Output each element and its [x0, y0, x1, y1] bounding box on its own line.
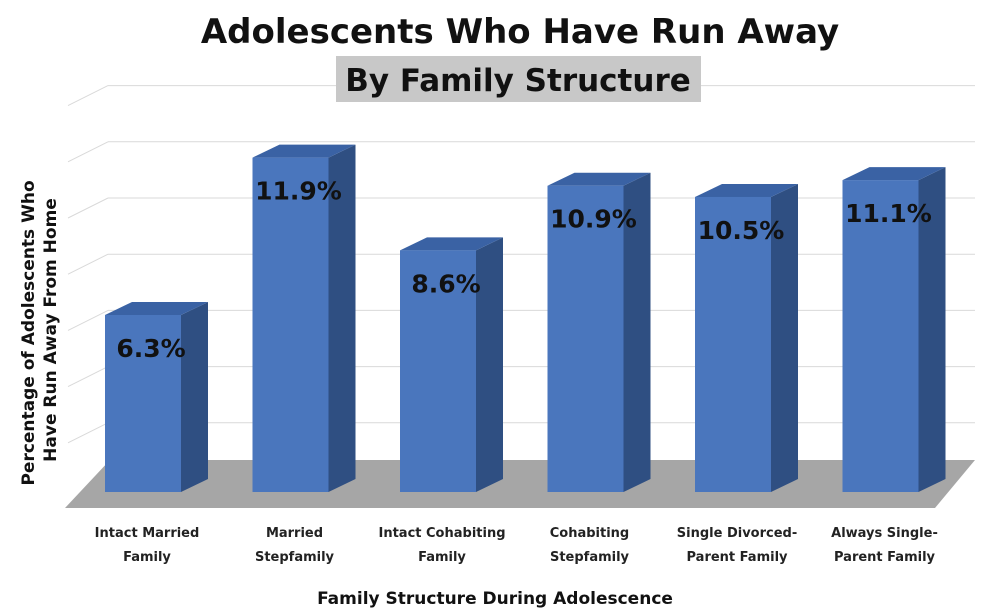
category-label-line: Stepfamily	[255, 550, 335, 565]
bar-side	[181, 301, 208, 492]
data-labels: 6.3% 11.9% 8.6% 10.9% 10.5% 11.1%	[116, 177, 932, 363]
chart-title: Adolescents Who Have Run Away	[201, 12, 839, 52]
bar-side	[623, 172, 651, 492]
category-label-line: Intact Married	[95, 526, 200, 541]
bar-front	[105, 314, 181, 492]
category-label-line: Family	[418, 550, 466, 565]
data-label: 11.9%	[255, 177, 342, 206]
category-label-line: Parent Family	[834, 550, 936, 565]
category-label-line: Parent Family	[687, 550, 789, 565]
bar-side	[918, 167, 946, 492]
category-label: Always Single- Parent Family	[831, 526, 938, 565]
category-label-line: Married	[266, 526, 323, 541]
data-label: 10.9%	[550, 205, 637, 234]
data-label: 10.5%	[698, 216, 785, 245]
y-axis-title: Percentage of Adolescents Who Have Run A…	[19, 174, 61, 485]
category-label-line: Intact Cohabiting	[378, 526, 505, 541]
category-label: Cohabiting Stepfamily	[550, 526, 630, 565]
y-axis-title-line-2: Have Run Away From Home	[41, 198, 61, 462]
bar-side	[476, 237, 503, 492]
gridline	[67, 422, 109, 444]
bar	[105, 301, 208, 492]
bar-front	[695, 196, 771, 492]
bar	[400, 237, 503, 492]
category-labels: Intact Married Family Married Stepfamily Int…	[95, 526, 938, 565]
bar-front	[400, 250, 476, 492]
data-label: 11.1%	[845, 199, 932, 228]
bar-front	[547, 185, 624, 492]
data-label: 8.6%	[411, 269, 480, 298]
bar	[695, 183, 798, 492]
gridline	[67, 309, 109, 331]
data-label: 6.3%	[116, 334, 185, 363]
category-label: Intact Cohabiting Family	[378, 526, 505, 565]
bar-top	[252, 144, 356, 158]
category-label: Single Divorced- Parent Family	[677, 526, 797, 565]
bar	[252, 144, 356, 493]
bar-top	[400, 237, 503, 251]
chart-subtitle: By Family Structure	[345, 63, 691, 99]
category-label-line: Stepfamily	[550, 550, 630, 565]
gridline	[67, 85, 109, 107]
category-label-line: Family	[123, 550, 171, 565]
bar-top	[105, 301, 208, 315]
category-label-line: Single Divorced-	[677, 526, 797, 541]
gridline	[67, 366, 109, 388]
gridline	[67, 197, 109, 219]
x-axis-title: Family Structure During Adolescence	[317, 589, 673, 609]
bar-side	[771, 183, 798, 492]
bar-top	[842, 167, 946, 181]
bar-top	[695, 183, 798, 197]
bar	[842, 167, 946, 492]
category-label: Intact Married Family	[95, 526, 200, 565]
y-axis-title-line-1: Percentage of Adolescents Who	[19, 180, 39, 485]
gridline	[67, 253, 109, 275]
category-label: Married Stepfamily	[255, 526, 335, 565]
bar-front	[842, 180, 919, 492]
category-label-line: Always Single-	[831, 526, 938, 541]
subtitle-box	[336, 56, 701, 102]
category-label-line: Cohabiting	[550, 526, 630, 541]
bars	[105, 144, 946, 493]
bar	[547, 172, 651, 492]
bar-front	[252, 157, 329, 493]
bar-top	[547, 172, 651, 186]
bar-side	[328, 144, 356, 493]
gridline	[67, 141, 109, 163]
